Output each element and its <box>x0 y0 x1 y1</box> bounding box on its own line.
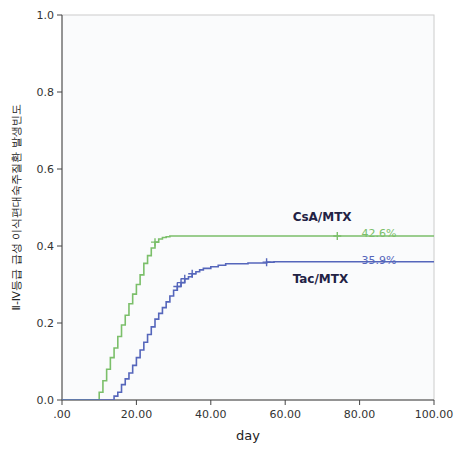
censor-mark <box>333 232 341 240</box>
x-tick-label: 40.00 <box>195 408 227 421</box>
final-value-label: 42.6% <box>361 227 396 240</box>
x-axis-label: day <box>236 428 260 443</box>
y-tick <box>57 323 62 324</box>
x-tick <box>210 400 211 405</box>
x-tick <box>285 400 286 405</box>
x-tick-label: 20.00 <box>121 408 153 421</box>
censor-mark <box>151 238 159 246</box>
y-tick-label: 0.2 <box>37 317 55 330</box>
step-line <box>62 236 434 400</box>
y-tick <box>57 169 62 170</box>
censor-mark <box>188 270 196 278</box>
x-tick-label: .00 <box>53 408 71 421</box>
x-axis-line <box>62 400 434 401</box>
data-layer <box>62 232 434 400</box>
x-tick-label: 100.00 <box>415 408 454 421</box>
y-tick <box>57 400 62 401</box>
plot-area <box>62 15 434 400</box>
y-tick <box>57 246 62 247</box>
x-tick-label: 60.00 <box>269 408 301 421</box>
censor-mark <box>177 279 185 287</box>
censor-mark <box>173 282 181 290</box>
y-tick-label: 0.0 <box>37 394 55 407</box>
final-value-label: 35.9% <box>361 254 396 267</box>
x-tick-label: 80.00 <box>344 408 376 421</box>
y-axis-label: Ⅱ-Ⅳ등급 급성 이식편대숙주질환 발생빈도 <box>10 104 23 310</box>
x-tick <box>62 400 63 405</box>
step-line <box>62 262 434 400</box>
y-tick <box>57 92 62 93</box>
y-tick <box>57 15 62 16</box>
x-tick <box>434 400 435 405</box>
series-label: CsA/MTX <box>293 210 353 224</box>
censor-mark <box>181 275 189 283</box>
x-tick <box>136 400 137 405</box>
y-tick-label: 0.8 <box>37 86 55 99</box>
censor-mark <box>263 258 271 266</box>
y-tick-label: 1.0 <box>37 9 55 22</box>
x-tick <box>359 400 360 405</box>
y-axis-line <box>62 15 63 400</box>
y-tick-label: 0.6 <box>37 163 55 176</box>
chart: .00 20.00 40.00 60.00 80.00 100.00 0.0 0.2 0.4 0.… <box>0 0 459 450</box>
y-tick-label: 0.4 <box>37 240 55 253</box>
series-label: Tac/MTX <box>293 272 349 286</box>
